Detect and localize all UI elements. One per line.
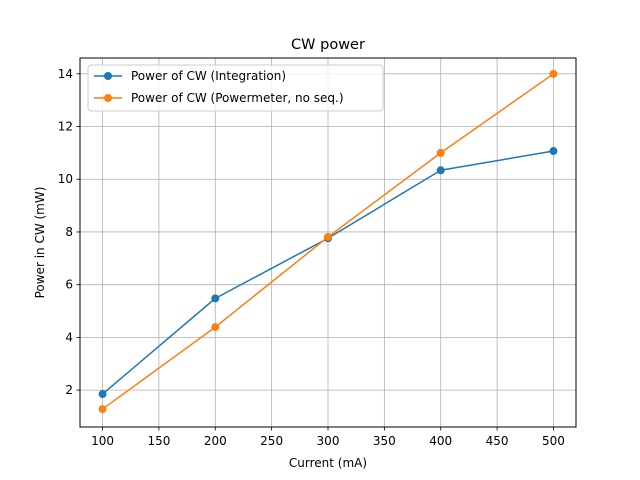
data-point-1 — [549, 69, 558, 78]
legend-label-powermeter: Power of CW (Powermeter, no seq.) — [131, 91, 344, 105]
legend-marker-powermeter — [104, 94, 112, 102]
data-point-1 — [324, 232, 332, 241]
data-point-0 — [98, 390, 107, 399]
x-tick-label: 300 — [317, 434, 340, 448]
legend: Power of CW (Integration) Power of CW (P… — [87, 64, 384, 112]
chart-title: CW power — [291, 37, 365, 53]
x-tick-label: 450 — [486, 434, 509, 448]
x-tick-label: 200 — [204, 434, 227, 448]
y-tick-label: 12 — [58, 120, 73, 134]
x-axis-label: Current (mA) — [289, 456, 367, 470]
y-tick-label: 2 — [65, 383, 73, 397]
x-tick-label: 350 — [373, 434, 396, 448]
data-point-1 — [211, 323, 220, 332]
y-tick-label: 10 — [58, 172, 73, 186]
y-tick-label: 8 — [65, 225, 73, 239]
y-tick-label: 6 — [65, 278, 73, 292]
data-point-0 — [549, 147, 558, 156]
data-point-0 — [436, 166, 445, 175]
x-tick-label: 400 — [429, 434, 452, 448]
grid — [80, 58, 576, 427]
data-point-0 — [211, 294, 220, 303]
x-tick-label: 150 — [147, 434, 170, 448]
series-layer — [98, 69, 558, 414]
axis-ticks: 100 150 200 250 300 350 400 450 500 2 4 6 8 10 12 14 — [58, 67, 565, 448]
data-point-1 — [98, 405, 107, 414]
x-tick-label: 250 — [260, 434, 283, 448]
x-tick-label: 100 — [91, 434, 114, 448]
legend-marker-integration — [104, 72, 112, 80]
y-axis-label: Power in CW (mW) — [33, 187, 47, 299]
data-point-1 — [436, 148, 445, 157]
y-tick-label: 4 — [65, 330, 73, 344]
legend-label-integration: Power of CW (Integration) — [131, 69, 286, 83]
legend-box — [87, 64, 384, 112]
x-tick-label: 500 — [542, 434, 565, 448]
y-tick-label: 14 — [58, 67, 73, 81]
